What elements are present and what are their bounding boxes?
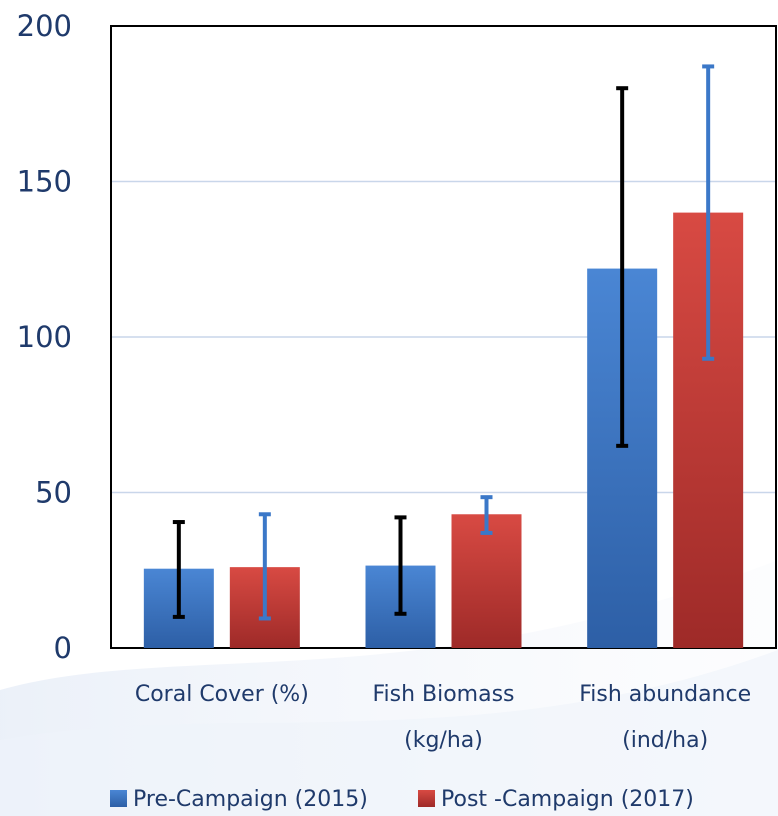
x-axis-categories: Coral Cover (%) Fish Biomass (kg/ha) Fish a… [135,682,751,753]
x-category-label: Coral Cover (%) [135,682,309,707]
bar [451,514,522,648]
y-tick-label: 50 [35,476,72,510]
error-bars [172,64,715,621]
x-category-label: Fish abundance [579,682,751,707]
gridlines [111,180,776,494]
legend-swatch [418,790,435,807]
y-tick-label: 200 [17,9,72,43]
legend-label: Post -Campaign (2017) [441,787,694,812]
y-tick-label: 100 [17,320,72,354]
y-axis-ticks: 0 50 100 150 200 [17,9,72,665]
legend-swatch [110,790,127,807]
x-category-label: (kg/ha) [404,728,483,753]
x-category-label: Fish Biomass [372,682,514,707]
x-category-label: (ind/ha) [622,728,708,753]
legend: Pre-Campaign (2015) Post -Campaign (2017) [110,787,694,812]
bars [143,212,744,648]
plot-frame [110,25,777,649]
y-tick-label: 0 [54,631,72,665]
y-tick-label: 150 [17,165,72,199]
legend-label: Pre-Campaign (2015) [133,787,368,812]
